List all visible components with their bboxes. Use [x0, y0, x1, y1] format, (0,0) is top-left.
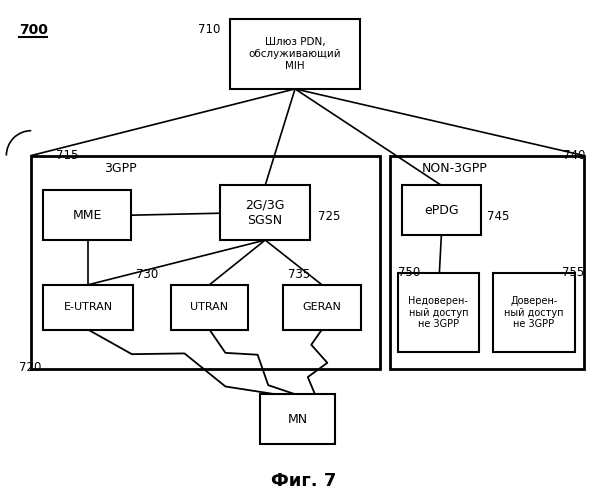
Text: 740: 740 [563, 148, 585, 162]
Text: Фиг. 7: Фиг. 7 [271, 472, 337, 490]
Text: 750: 750 [398, 266, 420, 279]
Text: MME: MME [72, 208, 102, 222]
Bar [390, 156, 584, 370]
Bar [31, 156, 379, 370]
Text: ePDG: ePDG [424, 204, 458, 216]
Text: NON-3GPP: NON-3GPP [421, 162, 487, 175]
Text: 735: 735 [288, 268, 310, 281]
Text: UTRAN: UTRAN [190, 302, 229, 312]
Bar [230, 20, 360, 89]
Bar [401, 186, 481, 235]
Bar [260, 394, 335, 444]
Text: Недоверен-
ный доступ
не 3GPP: Недоверен- ный доступ не 3GPP [409, 296, 468, 330]
Text: 725: 725 [318, 210, 340, 223]
Bar [171, 285, 248, 330]
Text: 745: 745 [487, 210, 510, 223]
Bar [43, 190, 131, 240]
Bar [220, 186, 310, 240]
Bar [43, 285, 133, 330]
Bar [283, 285, 361, 330]
Text: 710: 710 [198, 24, 221, 36]
Text: GERAN: GERAN [303, 302, 341, 312]
Text: Шлюз PDN,
обслуживающий
MIH: Шлюз PDN, обслуживающий MIH [249, 38, 341, 70]
Bar [398, 273, 479, 352]
Text: E-UTRAN: E-UTRAN [63, 302, 112, 312]
Bar [493, 273, 575, 352]
Text: MN: MN [288, 412, 308, 426]
Text: 715: 715 [56, 148, 78, 162]
Text: Доверен-
ный доступ
не 3GPP: Доверен- ный доступ не 3GPP [504, 296, 564, 330]
Text: 3GPP: 3GPP [105, 162, 137, 175]
Text: 700: 700 [19, 24, 48, 38]
Text: 720: 720 [19, 362, 42, 374]
Text: 730: 730 [136, 268, 158, 281]
Text: 755: 755 [562, 266, 584, 279]
Text: 2G/3G
SGSN: 2G/3G SGSN [246, 198, 285, 226]
